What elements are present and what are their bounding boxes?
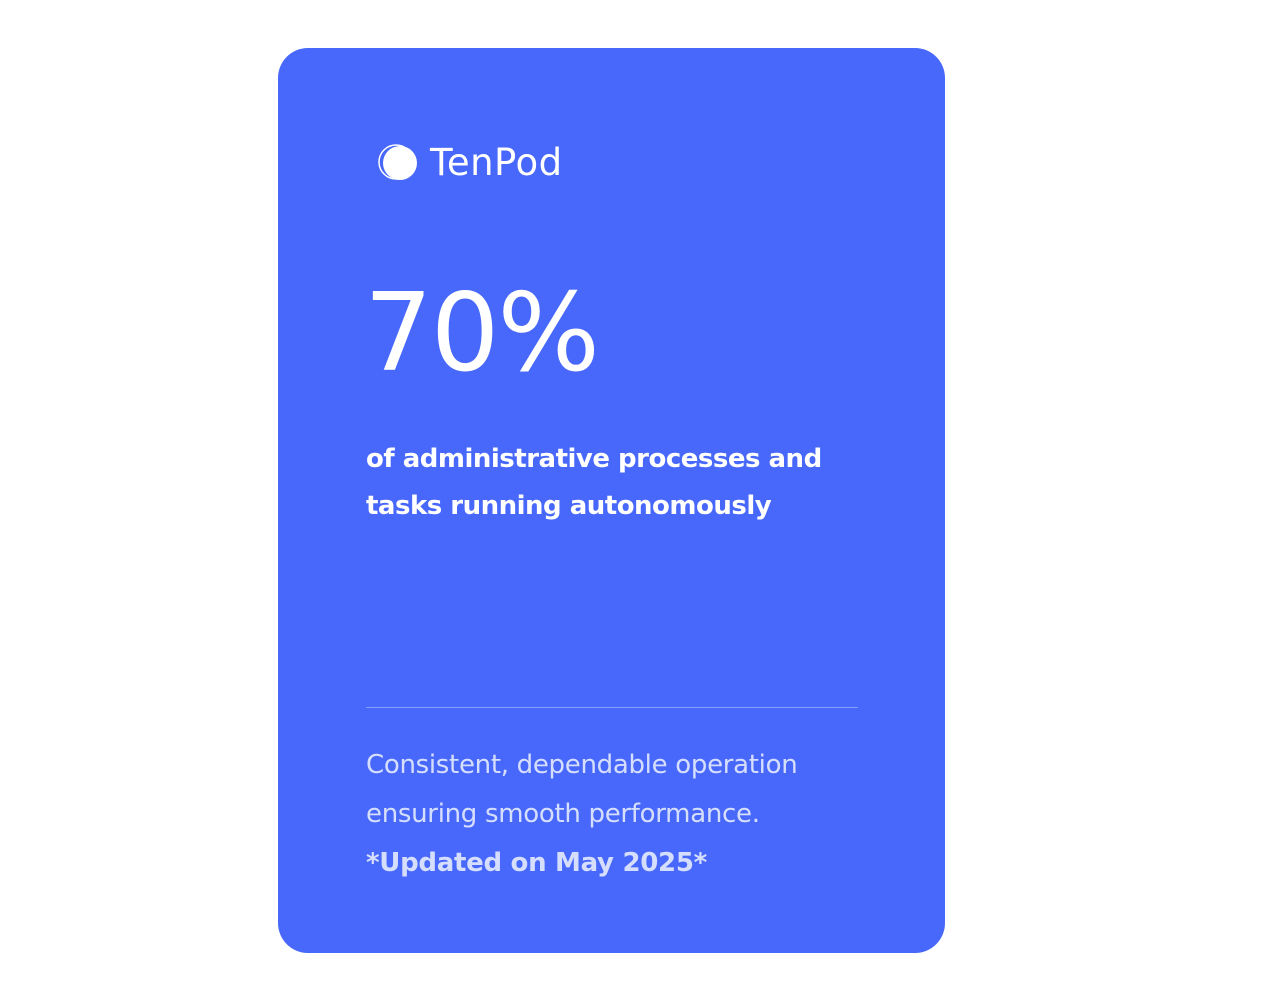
- updated-note: *Updated on May 2025*: [366, 848, 707, 878]
- divider: [366, 707, 858, 708]
- brand-logo: TenPod: [376, 140, 563, 184]
- circle-logo-icon: [378, 144, 417, 180]
- footer-text-block: Consistent, dependable operation ensurin…: [366, 741, 886, 888]
- stat-value: 70%: [364, 271, 600, 396]
- brand-name: TenPod: [430, 140, 563, 184]
- stat-description: of administrative processes and tasks ru…: [366, 444, 822, 521]
- footer-text: Consistent, dependable operation ensurin…: [366, 750, 798, 829]
- stat-card: TenPod 70% of administrative processes a…: [278, 48, 945, 953]
